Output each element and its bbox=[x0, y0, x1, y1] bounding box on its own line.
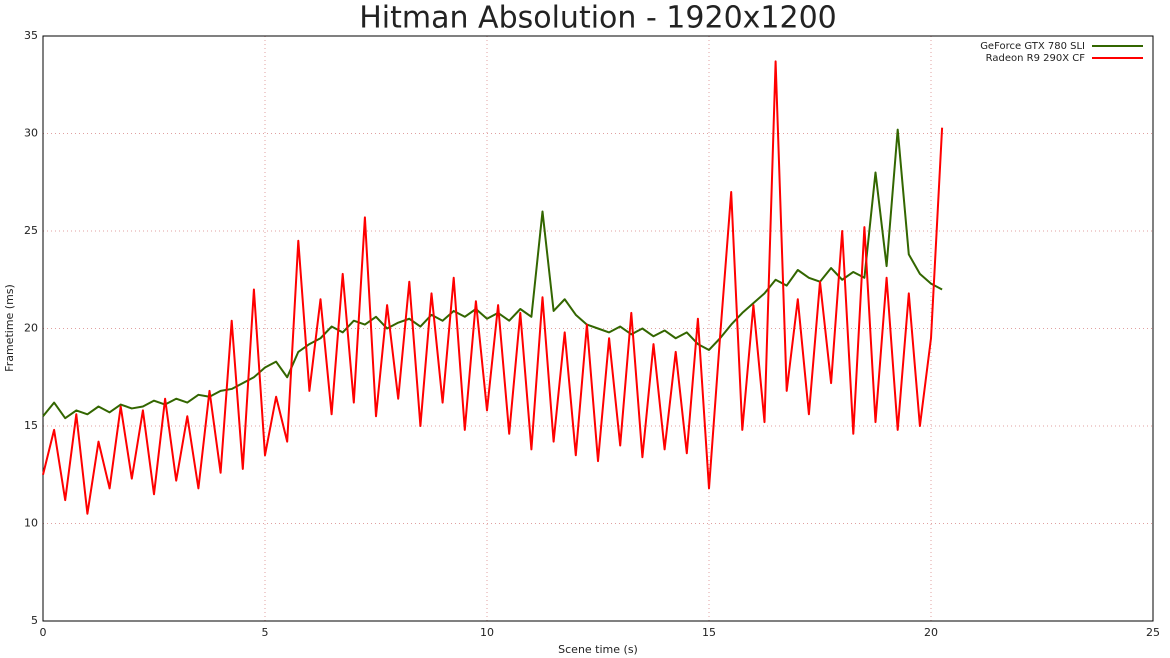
y-tick-label: 25 bbox=[24, 224, 38, 237]
x-tick-label: 5 bbox=[262, 626, 269, 639]
y-tick-label: 10 bbox=[24, 517, 38, 530]
y-tick-label: 5 bbox=[31, 614, 38, 627]
data-line bbox=[42, 128, 943, 420]
x-tick-label: 10 bbox=[480, 626, 494, 639]
x-tick-label: 20 bbox=[924, 626, 938, 639]
x-tick-label: 15 bbox=[702, 626, 716, 639]
legend-label: Radeon R9 290X CF bbox=[986, 53, 1086, 64]
y-axis-label: Frametime (ms) bbox=[3, 284, 16, 372]
x-tick-label: 0 bbox=[40, 626, 47, 639]
y-tick-label: 15 bbox=[24, 419, 38, 432]
y-tick-label: 35 bbox=[24, 29, 38, 42]
plot-frame bbox=[42, 35, 1154, 622]
legend-label: GeForce GTX 780 SLI bbox=[980, 41, 1085, 52]
y-tick-label: 30 bbox=[24, 127, 38, 140]
chart-title: Hitman Absolution - 1920x1200 bbox=[359, 1, 837, 36]
y-tick-label: 20 bbox=[24, 322, 38, 335]
x-tick-label: 25 bbox=[1146, 626, 1160, 639]
x-axis-label: Scene time (s) bbox=[558, 643, 638, 656]
data-line bbox=[42, 60, 944, 515]
